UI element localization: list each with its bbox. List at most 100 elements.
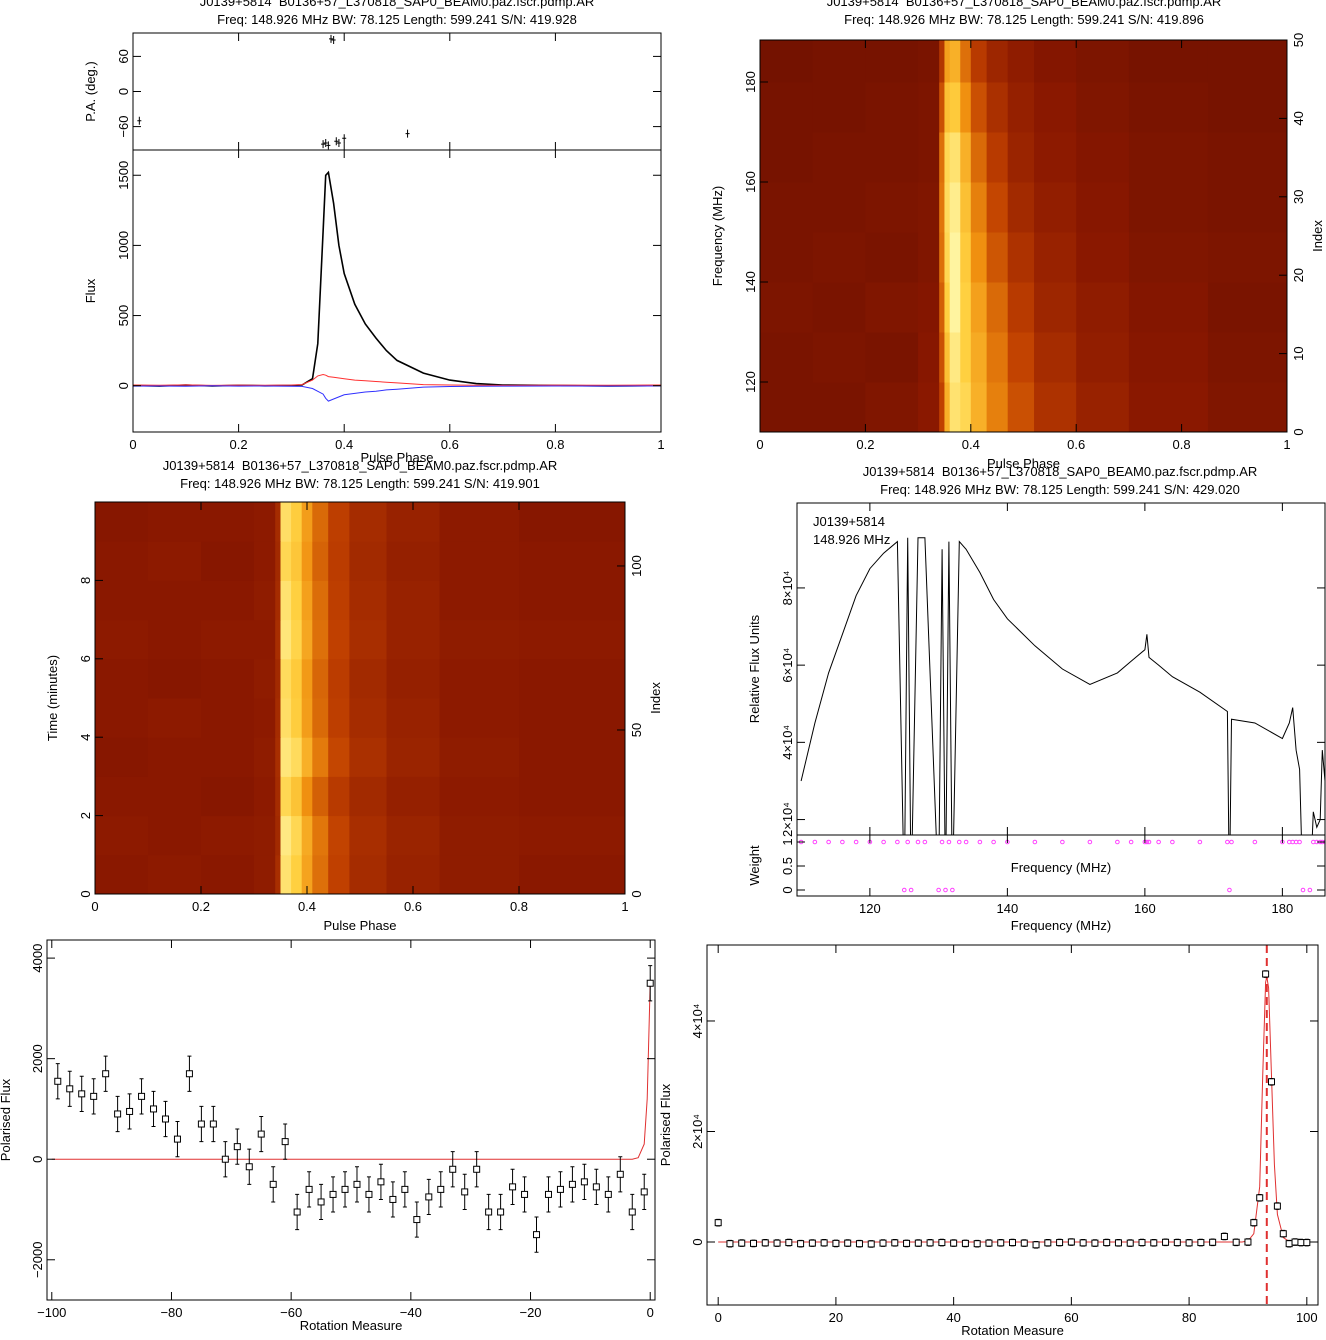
heatmap-cell — [1207, 382, 1288, 433]
weight-point — [950, 887, 955, 893]
y-tick-label: 40 — [1291, 111, 1306, 125]
data-point — [1044, 1239, 1052, 1247]
error-cap — [648, 965, 653, 1002]
heatmap-cell — [1076, 232, 1130, 283]
error-cap — [175, 1121, 180, 1158]
heatmap-cell — [865, 232, 919, 283]
heatmap-cell — [312, 658, 329, 699]
heatmap-cell — [386, 580, 440, 621]
heatmap-cell — [760, 282, 814, 333]
heatmap-cell — [201, 776, 255, 817]
x-tick-label: 180 — [1272, 901, 1294, 916]
data-point — [437, 1185, 445, 1193]
data-point — [1114, 1239, 1122, 1247]
x-tick-label: 160 — [1134, 901, 1156, 916]
heatmap-cell — [960, 382, 972, 433]
heatmap-cell — [328, 580, 350, 621]
data-point — [914, 1239, 922, 1247]
weight-point — [853, 839, 859, 845]
pa-point — [329, 34, 333, 43]
pa-point — [321, 140, 326, 149]
weight-point — [1300, 887, 1306, 893]
data-point — [726, 1240, 734, 1248]
data-point — [1056, 1239, 1064, 1247]
heatmap-cell — [148, 658, 202, 699]
x-tick-label: 0.2 — [230, 437, 248, 452]
heatmap-cell — [1034, 332, 1077, 383]
y-axis-label: P.A. (deg.) — [83, 61, 98, 121]
error-cap — [606, 1176, 611, 1213]
data-point — [1256, 1194, 1264, 1202]
x-tick-label: 1 — [1283, 437, 1290, 452]
heatmap-cell — [291, 580, 303, 621]
heatmap-cell — [201, 619, 255, 660]
data-point — [646, 979, 654, 987]
x-tick-label: 0.8 — [546, 437, 564, 452]
data-point — [785, 1239, 793, 1247]
heatmap-cell — [301, 619, 313, 660]
heatmap-cell — [1128, 282, 1209, 333]
error-cap — [307, 1171, 312, 1208]
y-axis-label: Relative Flux Units — [747, 614, 762, 723]
heatmap-cell — [201, 658, 255, 699]
heatmap-cell — [328, 776, 350, 817]
x-tick-label: 40 — [946, 1310, 960, 1325]
heatmap-cell — [301, 580, 313, 621]
x-axis-label: Pulse Phase — [987, 456, 1060, 471]
heatmap-cell — [439, 541, 520, 581]
chart-subtitle: Freq: 148.926 MHz BW: 78.125 Length: 599… — [180, 476, 540, 491]
x-tick-label: 0 — [647, 1305, 654, 1320]
weight-point — [1297, 839, 1302, 845]
data-point — [1126, 1239, 1134, 1247]
data-point — [353, 1180, 361, 1188]
heatmap-cell — [1034, 132, 1077, 183]
weight-point — [915, 839, 921, 845]
data-point — [1303, 1239, 1311, 1247]
data-point — [78, 1090, 86, 1098]
data-line — [800, 537, 1325, 835]
heatmap-cell — [301, 776, 313, 817]
data-point — [926, 1239, 934, 1247]
y-tick-label: 0 — [30, 1156, 45, 1163]
heatmap-cell — [349, 776, 387, 817]
heatmap-cell — [1007, 232, 1035, 283]
heatmap-cell — [301, 658, 313, 699]
heatmap-cell — [944, 232, 951, 283]
heatmap-cell — [519, 580, 626, 621]
heatmap-cell — [944, 132, 951, 183]
heatmap-cell — [439, 580, 520, 621]
y-tick-label: 4 — [78, 734, 93, 741]
error-cap — [594, 1168, 599, 1205]
heatmap-cell — [1007, 382, 1035, 433]
heatmap-cell — [386, 698, 440, 738]
heatmap-cell — [439, 815, 520, 856]
x-tick-label: 1 — [657, 437, 664, 452]
heatmap-cell — [328, 815, 350, 856]
data-point — [1291, 1238, 1299, 1246]
data-point — [832, 1239, 840, 1247]
y-axis-label: Polarised Flux — [658, 1083, 673, 1166]
heatmap-cell — [254, 737, 276, 777]
heatmap-cell — [1128, 40, 1209, 83]
heatmap-cell — [970, 40, 988, 83]
error-cap — [546, 1176, 551, 1213]
fit-line — [51, 983, 651, 1160]
heatmap-cell — [439, 502, 520, 542]
y-tick-label: 2 — [78, 812, 93, 819]
heatmap-cell — [312, 502, 329, 542]
weight-point — [1197, 839, 1203, 845]
data-point — [269, 1180, 277, 1188]
heatmap-cell — [95, 737, 149, 777]
heatmap-cell — [254, 776, 276, 817]
heatmap-cell — [760, 382, 814, 433]
heatmap-cell — [1076, 332, 1130, 383]
data-point — [1150, 1239, 1158, 1247]
heatmap-cell — [148, 541, 202, 581]
y-axis-label: Flux — [83, 278, 98, 303]
weight-point — [1032, 839, 1038, 845]
heatmap-cell — [386, 737, 440, 777]
weight-point — [977, 839, 983, 845]
heatmap-cell — [519, 776, 626, 817]
x-axis-label: Rotation Measure — [300, 1318, 403, 1333]
